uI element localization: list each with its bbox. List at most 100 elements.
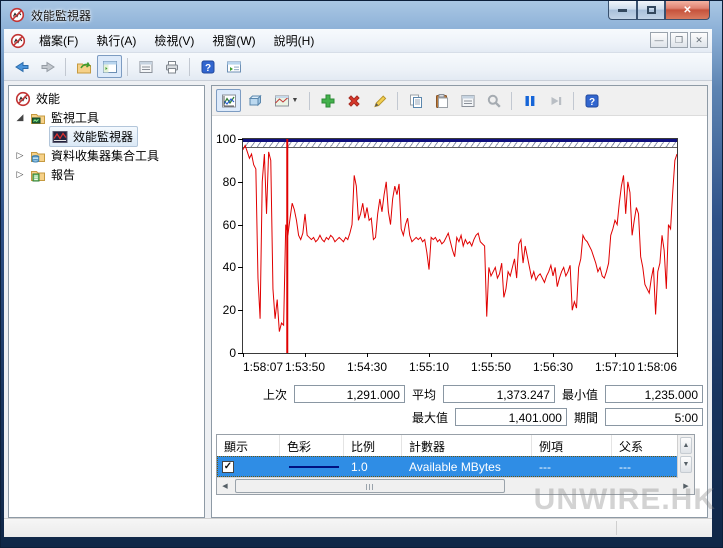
toolbar-separator	[189, 57, 190, 76]
perfmon-logo-icon	[9, 7, 25, 23]
show-hide-console-tree-icon[interactable]	[97, 55, 122, 78]
minimum-value: 1,235.000	[605, 385, 703, 403]
minimize-button[interactable]	[608, 1, 637, 20]
y-tick-label: 80	[222, 174, 236, 189]
column-instance[interactable]: 例項	[532, 435, 612, 456]
copy-properties-icon[interactable]	[403, 89, 428, 112]
toolbar-separator	[127, 57, 128, 76]
scrollbar-thumb[interactable]	[235, 479, 505, 493]
menu-item-3[interactable]: 視窗(W)	[212, 34, 256, 48]
menu-item-4[interactable]: 說明(H)	[273, 34, 315, 48]
x-tick-label: 1:58:07	[243, 360, 284, 374]
column-scale[interactable]: 比例	[344, 435, 402, 456]
chart-area: 100 80 60 40 20 0 1:58:07 1:53:50 1:54:30 1:55:1…	[212, 116, 707, 382]
menu-item-2[interactable]: 檢視(V)	[154, 34, 195, 48]
status-bar-divider	[616, 521, 617, 535]
view-log-data-icon[interactable]	[242, 89, 267, 112]
scroll-up-icon[interactable]: ▲	[680, 437, 692, 454]
column-show[interactable]: 顯示	[217, 435, 280, 456]
toolbar-separator	[397, 91, 398, 110]
menu-item-0[interactable]: 檔案(F)	[39, 34, 79, 48]
column-parent[interactable]: 父系	[612, 435, 678, 456]
perfmon-logo-icon	[15, 91, 31, 107]
counter-cell: Available MBytes	[409, 459, 501, 474]
expander-expanded-icon[interactable]: ◢	[16, 112, 24, 122]
mdi-restore-button[interactable]: ❐	[670, 32, 688, 48]
console-properties-icon[interactable]	[133, 55, 158, 78]
forward-icon[interactable]	[35, 55, 60, 78]
maximum-value: 1,401.000	[454, 408, 567, 426]
toolbar-separator	[65, 57, 66, 76]
scroll-left-icon[interactable]: ◀	[222, 483, 228, 490]
show-checkbox[interactable]: ✓	[222, 460, 234, 473]
color-swatch	[289, 465, 339, 468]
toolbar-separator	[573, 91, 574, 110]
vertical-scrollbar[interactable]: ▲ ▼	[677, 435, 694, 478]
x-tick-label: 1:54:30	[346, 360, 388, 374]
add-counter-icon[interactable]	[315, 89, 340, 112]
y-tick-label: 60	[222, 217, 236, 232]
update-data-icon[interactable]	[543, 89, 568, 112]
perfmon-pane: ▼ ?	[211, 85, 708, 518]
status-bar	[4, 518, 712, 537]
menu-bar: 檔案(F) 執行(A) 檢視(V) 視窗(W) 說明(H) — ❐ ✕	[4, 29, 712, 53]
minimum-label: 最小值	[561, 387, 598, 402]
print-icon[interactable]	[159, 55, 184, 78]
toolbar-separator	[511, 91, 512, 110]
tree-item-label: 效能	[36, 92, 61, 106]
highlight-icon[interactable]	[367, 89, 392, 112]
close-button[interactable]: ✕	[665, 1, 710, 20]
console-tree-panel: 效能 ◢ 監視工具 效能監視器	[8, 85, 205, 518]
x-tick-label: 1:56:30	[532, 360, 574, 374]
menu-items: 檔案(F) 執行(A) 檢視(V) 視窗(W) 說明(H)	[30, 29, 323, 52]
back-icon[interactable]	[9, 55, 34, 78]
freeze-display-icon[interactable]	[517, 89, 542, 112]
tree-item-label: 報告	[51, 168, 76, 182]
delete-counter-icon[interactable]	[341, 89, 366, 112]
x-tick-label: 1:55:10	[408, 360, 450, 374]
help-icon[interactable]: ?	[195, 55, 220, 78]
color-cell	[280, 465, 344, 468]
scroll-down-icon[interactable]: ▼	[680, 456, 692, 473]
column-color[interactable]: 色彩	[280, 435, 344, 456]
tree-item-label: 效能監視器	[73, 130, 134, 144]
help-icon[interactable]: ?	[579, 89, 604, 112]
svg-text:?: ?	[204, 63, 210, 74]
scroll-right-icon[interactable]: ▶	[683, 483, 689, 490]
column-counter[interactable]: 計數器	[402, 435, 532, 456]
x-tick-label: 1:53:50	[284, 360, 326, 374]
tree-item-monitor-tools[interactable]: ◢ 監視工具	[9, 108, 204, 127]
x-tick-label: 1:57:10	[594, 360, 636, 374]
expander-collapsed-icon[interactable]: ▷	[16, 150, 24, 160]
graph-toolbar: ▼ ?	[212, 86, 707, 116]
y-tick-label: 20	[222, 303, 236, 318]
mdi-close-button[interactable]: ✕	[690, 32, 708, 48]
mdi-minimize-button[interactable]: —	[650, 32, 668, 48]
main-toolbar: ?	[4, 53, 712, 81]
export-icon[interactable]	[71, 55, 96, 78]
expander-collapsed-icon[interactable]: ▷	[16, 169, 24, 179]
zoom-icon[interactable]	[481, 89, 506, 112]
counter-row[interactable]: ✓ 1.0 Available MBytes --- ---	[217, 456, 694, 477]
new-window-icon[interactable]	[221, 55, 246, 78]
reports-folder-icon	[30, 167, 46, 183]
tree-item-performance-monitor[interactable]: 效能監視器	[9, 126, 204, 147]
view-current-activity-icon[interactable]	[216, 89, 241, 112]
horizontal-scrollbar[interactable]: ◀ ▶	[217, 477, 694, 494]
tree-item-reports[interactable]: ▷ 報告	[9, 165, 204, 184]
paste-counter-list-icon[interactable]	[429, 89, 454, 112]
maximize-button[interactable]	[637, 1, 665, 20]
show-cell: ✓	[217, 460, 280, 473]
line-chart: 100 80 60 40 20 0 1:58:07 1:53:50 1:54:30 1:55:1…	[216, 132, 678, 374]
perf-line-svg	[243, 139, 677, 353]
x-axis-labels: 1:58:07 1:53:50 1:54:30 1:55:10 1:55:50 1:56:…	[243, 353, 678, 375]
time-bar	[243, 139, 677, 148]
tree-selection[interactable]: 效能監視器	[49, 126, 139, 147]
svg-text:?: ?	[588, 97, 594, 108]
chart-type-icon[interactable]: ▼	[268, 89, 304, 112]
tree-item-data-collector-sets[interactable]: ▷ 資料收集器集合工具	[9, 146, 204, 165]
parent-cell: ---	[619, 459, 631, 474]
menu-item-1[interactable]: 執行(A)	[96, 34, 137, 48]
tree-item-performance[interactable]: 效能	[9, 89, 204, 108]
properties-icon[interactable]	[455, 89, 480, 112]
